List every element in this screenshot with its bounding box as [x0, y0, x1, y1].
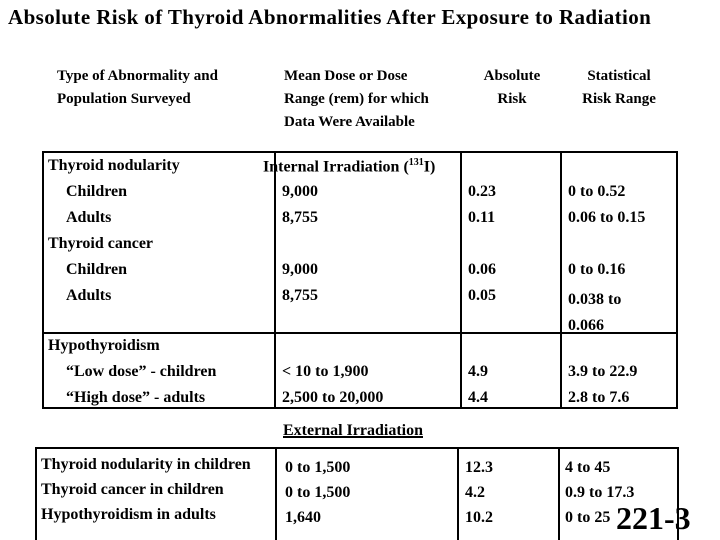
column-header-line: Risk Range: [582, 91, 656, 107]
table-row: Children 9,000 0.23 0 to 0.52: [44, 183, 676, 209]
range-value: 0.9 to 17.3: [565, 484, 635, 501]
table-row: “Low dose” - children < 10 to 1,900 4.9 …: [44, 363, 676, 389]
table-row: “High dose” - adults 2,500 to 20,000 4.4…: [44, 389, 676, 415]
risk-value: 12.3: [465, 459, 493, 476]
risk-value: 4.9: [468, 363, 488, 380]
row-label: Thyroid nodularity in children: [41, 456, 251, 473]
dose-value: 0 to 1,500: [285, 484, 351, 501]
internal-irradiation-table: Thyroid nodularity Internal Irradiation …: [42, 151, 678, 409]
column-header-line: Mean Dose or Dose: [284, 68, 408, 84]
column-header-dose: Mean Dose or Dose Range (rem) for which …: [284, 65, 429, 134]
dose-value: 0 to 1,500: [285, 459, 351, 476]
table-row: Thyroid cancer: [44, 235, 676, 261]
range-column: 4 to 45 0.9 to 17.3 0 to 25: [565, 455, 634, 530]
range-value: 2.8 to 7.6: [568, 389, 630, 406]
range-value: 0.038 to 0.066: [568, 291, 622, 334]
risk-column: 12.3 4.2 10.2: [465, 455, 493, 530]
range-value: 0.06 to 0.15: [568, 209, 646, 226]
isotope-superscript: 131: [408, 157, 424, 168]
external-irradiation-table: Thyroid nodularity in children Thyroid c…: [35, 447, 679, 540]
risk-value: 0.05: [468, 287, 496, 304]
page-title: Absolute Risk of Thyroid Abnormalities A…: [8, 5, 652, 29]
section-divider: [44, 332, 676, 334]
table-row: Adults 8,755 0.05 0.038 to 0.066: [44, 287, 676, 339]
column-header-line: Absolute: [483, 68, 541, 84]
row-label: Children: [66, 183, 128, 200]
row-label: Adults: [66, 209, 112, 226]
risk-value: 10.2: [465, 509, 493, 526]
column-header-line: Population Surveyed: [57, 91, 191, 107]
dose-column: 0 to 1,500 0 to 1,500 1,640: [285, 455, 350, 530]
column-divider: [560, 153, 562, 407]
risk-value: 4.2: [465, 484, 485, 501]
dose-value: 8,755: [282, 287, 318, 304]
external-irradiation-heading: External Irradiation: [283, 422, 423, 439]
row-label: Adults: [66, 287, 112, 304]
range-value: 0 to 25: [565, 509, 611, 526]
row-label: “High dose” - adults: [66, 389, 206, 406]
dose-value: 8,755: [282, 209, 318, 226]
range-value: 0 to 0.52: [568, 183, 626, 200]
group-label: Thyroid cancer: [48, 235, 154, 252]
table-row: Children 9,000 0.06 0 to 0.16: [44, 261, 676, 287]
internal-irradiation-heading: Internal Irradiation (131I): [263, 157, 435, 176]
risk-value: 0.06: [468, 261, 496, 278]
risk-value: 0.11: [468, 209, 496, 226]
range-value: 3.9 to 22.9: [568, 363, 638, 380]
column-header-line: Risk: [497, 91, 527, 107]
dose-value: 2,500 to 20,000: [282, 389, 384, 406]
label-column: Thyroid nodularity in children Thyroid c…: [41, 452, 271, 527]
column-divider: [275, 449, 277, 540]
table-row: Thyroid nodularity Internal Irradiation …: [44, 157, 676, 183]
column-header-statistical-range: Statistical Risk Range: [571, 65, 667, 111]
risk-value: 0.23: [468, 183, 496, 200]
row-label: Thyroid cancer in children: [41, 481, 224, 498]
column-header-abnormality: Type of Abnormality and Population Surve…: [57, 65, 218, 111]
risk-value: 4.4: [468, 389, 488, 406]
column-header-line: Data Were Available: [284, 114, 415, 130]
column-header-line: Type of Abnormality and: [57, 68, 218, 84]
dose-value: 9,000: [282, 261, 318, 278]
table-row: Adults 8,755 0.11 0.06 to 0.15: [44, 209, 676, 235]
row-label: Hypothyroidism in adults: [41, 506, 216, 523]
column-header-absolute-risk: Absolute Risk: [477, 65, 547, 111]
group-label: Hypothyroidism: [48, 337, 160, 354]
row-label: “Low dose” - children: [66, 363, 217, 380]
dose-value: < 10 to 1,900: [282, 363, 369, 380]
dose-value: 1,640: [285, 509, 321, 526]
row-label: Children: [66, 261, 128, 278]
dose-value: 9,000: [282, 183, 318, 200]
range-value: 4 to 45: [565, 459, 611, 476]
heading-text: Internal Irradiation (: [263, 158, 409, 176]
column-header-line: Range (rem) for which: [284, 91, 429, 107]
group-label: Thyroid nodularity: [48, 157, 180, 174]
column-divider: [460, 153, 462, 407]
column-divider: [457, 449, 459, 540]
column-divider: [558, 449, 560, 540]
column-divider: [274, 153, 276, 407]
range-value: 0 to 0.16: [568, 261, 626, 278]
table-row: Hypothyroidism: [44, 337, 676, 363]
column-header-line: Statistical: [587, 68, 651, 84]
page-number: 221-3: [616, 500, 691, 536]
heading-text: I): [423, 158, 436, 176]
